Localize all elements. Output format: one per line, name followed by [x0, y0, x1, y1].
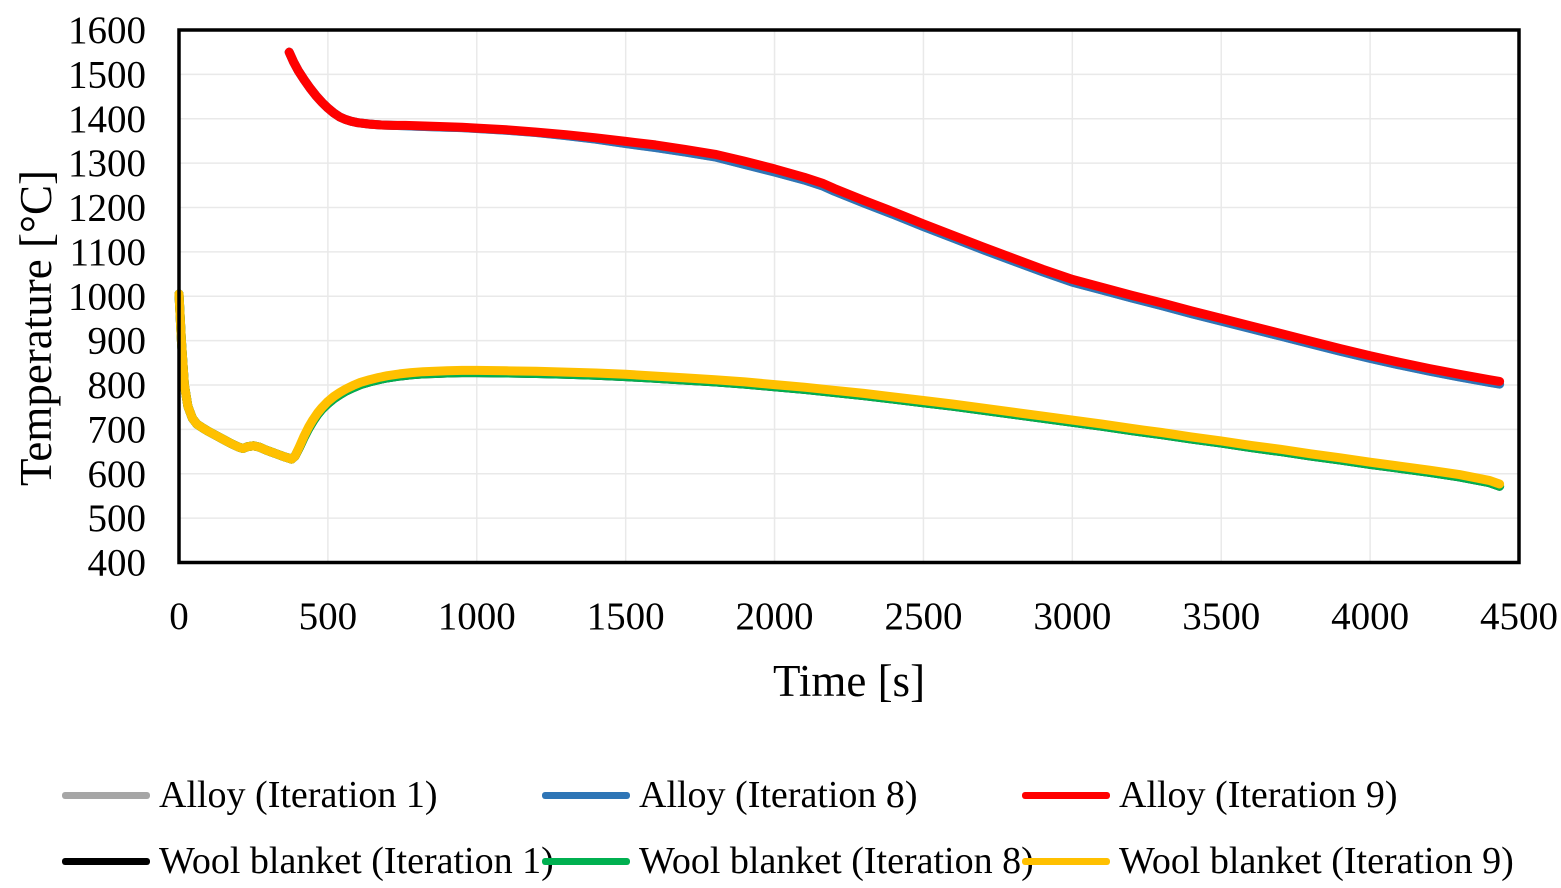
y-tick-label: 1300	[68, 142, 146, 185]
legend-label-alloy-iteration-1: Alloy (Iteration 1)	[159, 774, 438, 816]
legend-item-alloy-iteration-8: Alloy (Iteration 8)	[542, 775, 918, 815]
x-tick-label: 2500	[884, 595, 962, 638]
y-tick-label: 800	[88, 364, 147, 407]
y-axis-title: Temperature [°C]	[11, 170, 61, 486]
y-tick-label: 600	[88, 453, 147, 496]
legend-label-alloy-iteration-8: Alloy (Iteration 8)	[639, 774, 918, 816]
y-tick-label: 1200	[68, 187, 146, 230]
y-tick-label: 1500	[68, 53, 146, 96]
legend-item-wool-blanket-iteration-1: Wool blanket (Iteration 1)	[62, 841, 554, 881]
x-tick-label: 0	[169, 595, 189, 638]
legend-swatch-green	[542, 857, 630, 865]
plot-border	[177, 28, 1521, 565]
x-tick-label: 500	[299, 595, 358, 638]
legend-item-alloy-iteration-9: Alloy (Iteration 9)	[1022, 775, 1398, 815]
y-tick-label: 700	[88, 408, 147, 451]
legend-swatch-yellow	[1022, 857, 1110, 865]
x-tick-label: 3000	[1033, 595, 1111, 638]
legend-label-alloy-iteration-9: Alloy (Iteration 9)	[1119, 774, 1398, 816]
legend-swatch-gray	[62, 791, 150, 799]
series-line-1	[284, 47, 1505, 389]
legend-item-alloy-iteration-1: Alloy (Iteration 1)	[62, 775, 438, 815]
x-tick-label: 1500	[587, 595, 665, 638]
y-tick-label: 1000	[68, 275, 146, 318]
x-tick-label: 4000	[1331, 595, 1409, 638]
y-tick-label: 1400	[68, 98, 146, 141]
y-tick-label: 1600	[68, 9, 146, 52]
x-tick-label: 3500	[1182, 595, 1260, 638]
legend-label-wool-blanket-iteration-8: Wool blanket (Iteration 8)	[639, 840, 1034, 882]
series-line-2	[284, 47, 1505, 386]
y-tick-label: 500	[88, 497, 147, 540]
y-tick-label: 900	[88, 320, 147, 363]
y-tick-label: 400	[88, 542, 147, 585]
legend-label-wool-blanket-iteration-9: Wool blanket (Iteration 9)	[1119, 840, 1514, 882]
legend-swatch-red	[1022, 791, 1110, 799]
x-tick-label: 1000	[438, 595, 516, 638]
legend-swatch-black	[62, 857, 150, 865]
legend-item-wool-blanket-iteration-9: Wool blanket (Iteration 9)	[1022, 841, 1514, 881]
y-tick-label: 1100	[69, 231, 146, 274]
legend-label-wool-blanket-iteration-1: Wool blanket (Iteration 1)	[159, 840, 554, 882]
x-axis-title: Time [s]	[772, 656, 926, 706]
x-tick-label: 2000	[736, 595, 814, 638]
legend-item-wool-blanket-iteration-8: Wool blanket (Iteration 8)	[542, 841, 1034, 881]
x-tick-label: 4500	[1480, 595, 1558, 638]
series-line-5	[174, 289, 1505, 489]
plot-area: 4005006007008009001000110012001300140015…	[68, 9, 1558, 638]
legend-swatch-blue	[542, 791, 630, 799]
